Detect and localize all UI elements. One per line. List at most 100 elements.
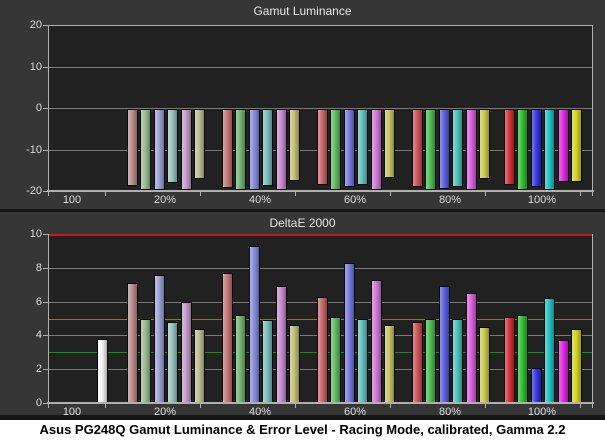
bar-40%-red	[222, 273, 233, 403]
bar-80%-cyan	[452, 319, 463, 404]
y-tick-2	[43, 369, 48, 370]
x-tick-5	[485, 404, 486, 408]
y-tick-0	[43, 108, 48, 109]
bar-100%-green	[517, 109, 528, 190]
bar-40%-magenta	[276, 286, 287, 403]
y-tick-4	[43, 335, 48, 336]
x-tick-4	[390, 404, 391, 408]
bar-20%-green	[140, 319, 151, 404]
x-tick-2	[200, 404, 201, 408]
bar-80%-yellow	[479, 327, 490, 403]
panel-divider	[0, 209, 605, 212]
y-tick--20	[43, 191, 48, 192]
bar-60%-magenta	[371, 280, 382, 403]
bar-100%-red	[504, 317, 515, 403]
bar-60%-cyan	[357, 109, 368, 185]
bar-40%-cyan	[262, 320, 273, 403]
bar-100%-cyan	[544, 109, 555, 190]
bar-100%-cyan	[544, 298, 555, 403]
x-section-label-60%: 60%	[343, 194, 367, 206]
bar-60%-magenta	[371, 109, 382, 190]
y-tick-label-10: 10	[29, 61, 42, 73]
bar-40%-green	[235, 315, 246, 403]
y-tick-label-4: 4	[35, 329, 42, 341]
x-section-label-100%: 100%	[527, 194, 557, 206]
panel-bottom-edge	[0, 415, 605, 420]
bar-80%-red	[412, 322, 423, 403]
bar-80%-magenta	[466, 293, 477, 403]
gridline-0	[49, 108, 592, 109]
gridline-8	[49, 268, 592, 269]
bar-60%-red	[317, 297, 328, 403]
bar-100%-magenta	[558, 340, 569, 403]
y-tick-label-20: 20	[29, 19, 42, 31]
reference-line-10	[49, 234, 592, 236]
bar-100%-yellow	[571, 109, 582, 182]
x-tick-6	[580, 192, 581, 196]
bar-20%-red	[127, 109, 138, 186]
y-tick--10	[43, 150, 48, 151]
bar-20%-red	[127, 283, 138, 403]
x-tick-0	[48, 192, 49, 196]
bar-100%-blue	[531, 368, 542, 403]
y-tick-0	[43, 403, 48, 404]
x-tick-3	[295, 404, 296, 408]
x-axis-line	[47, 190, 594, 192]
y-tick-10	[43, 67, 48, 68]
y-tick-label--10: -10	[26, 144, 42, 156]
x-tick-2	[200, 192, 201, 196]
bar-80%-cyan	[452, 109, 463, 187]
bar-80%-red	[412, 109, 423, 187]
bar-20%-magenta	[181, 109, 192, 190]
bar-80%-blue	[439, 109, 450, 189]
x-tick-7	[592, 192, 593, 196]
x-tick-1	[105, 404, 106, 408]
y-tick-6	[43, 302, 48, 303]
bar-20%-yellow	[194, 109, 205, 179]
bar-60%-yellow	[384, 325, 395, 403]
x-tick-5	[485, 192, 486, 196]
deltae-2000-plot	[48, 234, 593, 404]
deltae-2000-title: DeltaE 2000	[269, 216, 336, 230]
bar-80%-blue	[439, 286, 450, 403]
bar-20%-cyan	[167, 109, 178, 183]
bar-40%-blue	[249, 246, 260, 403]
bar-60%-blue	[344, 109, 355, 187]
bar-60%-red	[317, 109, 328, 185]
y-tick-label-0: 0	[35, 397, 42, 409]
y-tick-20	[43, 25, 48, 26]
x-section-label-100: 100	[62, 194, 82, 206]
y-tick-label-6: 6	[35, 296, 42, 308]
y-tick-label-8: 8	[35, 262, 42, 274]
y-tick-label--20: -20	[26, 185, 42, 197]
gamut-luminance-plot	[48, 25, 593, 191]
deltae-2000-panel: DeltaE 2000 10 8 6 4 2 0 100 20% 40% 60% 80% 100%	[0, 212, 605, 418]
bar-20%-yellow	[194, 329, 205, 403]
bar-20%-magenta	[181, 302, 192, 403]
bar-100%-magenta	[558, 109, 569, 182]
gamut-luminance-title: Gamut Luminance	[253, 4, 352, 18]
bar-60%-yellow	[384, 109, 395, 178]
x-tick-6	[580, 404, 581, 408]
x-section-label-80%: 80%	[438, 194, 462, 206]
bar-20%-cyan	[167, 322, 178, 403]
bar-80%-magenta	[466, 109, 477, 190]
x-tick-0	[48, 404, 49, 408]
bar-100%-red	[504, 109, 515, 185]
gridline-10	[49, 67, 592, 68]
bar-100%-blue	[531, 109, 542, 187]
bar-20%-green	[140, 109, 151, 190]
bar-20%-blue	[154, 275, 165, 403]
x-tick-7	[592, 404, 593, 408]
bar-40%-blue	[249, 109, 260, 190]
bar-40%-yellow	[289, 109, 300, 181]
y-tick-label-2: 2	[35, 363, 42, 375]
bar-40%-green	[235, 109, 246, 190]
x-tick-4	[390, 192, 391, 196]
y-tick-label-10: 10	[29, 228, 42, 240]
gamut-luminance-panel: Gamut Luminance 20 10 0 -10 -20 100 20% 40% 60% 8…	[0, 0, 605, 209]
x-axis-line	[47, 402, 594, 404]
bar-40%-magenta	[276, 109, 287, 190]
bar-100%-green	[517, 315, 528, 403]
